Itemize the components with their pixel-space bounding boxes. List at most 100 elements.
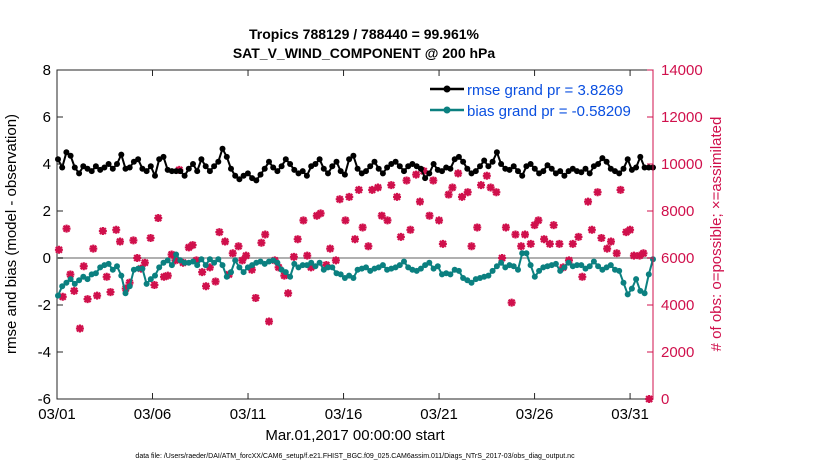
obs-count-marker [597, 234, 606, 243]
obs-count-marker [639, 249, 648, 258]
bias-point [105, 260, 112, 267]
obs-count-marker [454, 169, 463, 178]
bias-point [624, 291, 631, 298]
bias-point [122, 290, 129, 297]
rmse-point [329, 163, 336, 170]
obs-count-marker [354, 185, 363, 194]
obs-count-marker [368, 185, 377, 194]
bias-point [59, 283, 66, 290]
bias-point [118, 272, 125, 279]
rmse-point [114, 161, 120, 167]
bias-point [55, 292, 61, 299]
rmse-point [282, 156, 289, 163]
rmse-point [540, 168, 547, 175]
rmse-point [63, 149, 70, 156]
rmse-point [392, 158, 399, 165]
obs-count-marker [215, 228, 224, 237]
rmse-point [185, 165, 192, 172]
bias-point [329, 264, 336, 271]
bias-point [299, 262, 306, 269]
y-right-axis-ticks: 0 2000 4000 6000 8000 10000 12000 14000 [647, 62, 703, 408]
rmse-point [76, 170, 83, 177]
bias-point [206, 256, 213, 263]
bias-point [363, 264, 369, 271]
rmse-point [236, 176, 243, 183]
rmse-point [620, 165, 627, 172]
y-right-tick-label: 12000 [661, 109, 703, 126]
rmse-point [270, 164, 277, 171]
rmse-point [135, 156, 142, 163]
y-left-tick-label: 8 [43, 62, 51, 79]
obs-count-marker [198, 268, 207, 277]
obs-count-marker [412, 170, 421, 179]
obs-count-marker [234, 242, 243, 251]
obs-count-marker [106, 288, 115, 297]
obs-count-marker [387, 181, 396, 190]
obs-count-marker [629, 251, 638, 260]
x-tick-label: 03/21 [420, 406, 458, 423]
rmse-point [105, 161, 112, 167]
rmse-point [595, 161, 602, 167]
y-right-tick-label: 4000 [661, 297, 694, 314]
obs-count-marker [603, 244, 612, 253]
obs-count-marker [299, 216, 308, 225]
y-left-tick-label: 4 [43, 156, 51, 173]
obs-count-marker [192, 256, 201, 265]
rmse-point [578, 169, 585, 176]
rmse-point [633, 164, 640, 171]
bias-point [156, 264, 163, 271]
bias-point [489, 267, 496, 274]
bias-point [198, 256, 205, 263]
rmse-point [557, 168, 564, 175]
rmse-point [147, 163, 154, 170]
obs-count-marker [274, 263, 283, 272]
obs-count-marker [154, 214, 163, 223]
obs-count-marker [393, 192, 402, 201]
rmse-point [173, 168, 180, 175]
bias-point [607, 262, 614, 269]
obs-count-marker [406, 225, 415, 234]
obs-count-marker [102, 272, 111, 281]
obs-count-marker [549, 221, 558, 230]
rmse-point [152, 172, 158, 179]
rmse-point [168, 168, 175, 175]
obs-count-marker [284, 289, 293, 298]
obs-count-marker [140, 258, 149, 267]
bias-point [536, 267, 543, 274]
bias-point [350, 275, 357, 281]
rmse-point [417, 165, 424, 172]
bias-point [316, 259, 323, 266]
obs-count-marker [555, 239, 564, 248]
rmse-point [287, 161, 294, 167]
bias-point [595, 263, 602, 270]
obs-count-markers [54, 165, 654, 403]
bias-point [67, 276, 74, 283]
rmse-series [55, 145, 656, 184]
y-left-tick-label: 6 [43, 109, 51, 126]
bias-point [645, 271, 652, 278]
obs-count-marker [341, 216, 350, 225]
obs-count-marker [511, 230, 520, 239]
rmse-point [548, 165, 555, 172]
rmse-point [582, 165, 589, 172]
obs-count-marker [62, 224, 71, 233]
obs-count-marker [211, 277, 220, 286]
rmse-point [299, 168, 306, 175]
obs-count-marker [419, 167, 428, 176]
obs-count-marker [121, 284, 130, 293]
legend: rmse grand pr = 3.8269 bias grand pr = -… [430, 82, 631, 120]
obs-count-marker [584, 197, 593, 206]
y-right-tick-label: 2000 [661, 344, 694, 361]
rmse-point [206, 168, 213, 175]
obs-count-marker [98, 226, 107, 235]
rmse-point [544, 162, 551, 169]
rmse-point [198, 156, 205, 163]
x-tick-label: 03/31 [611, 406, 649, 423]
bias-point [92, 270, 99, 277]
obs-count-marker [526, 239, 535, 248]
bias-point [586, 263, 593, 270]
x-tick-label: 03/06 [134, 406, 172, 423]
bias-point [578, 262, 585, 269]
obs-count-marker [358, 223, 367, 232]
